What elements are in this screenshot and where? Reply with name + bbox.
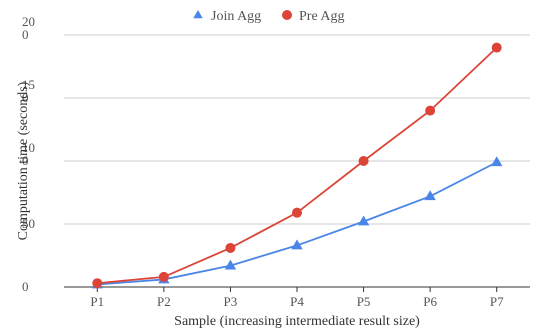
x-tick-label: P1 bbox=[90, 294, 104, 309]
data-point bbox=[92, 278, 103, 289]
y-tick-label: 20 0 bbox=[22, 14, 35, 42]
series-line bbox=[97, 161, 498, 286]
legend-label: Pre Agg bbox=[299, 9, 345, 24]
data-point bbox=[225, 242, 236, 253]
legend-item: Join Agg bbox=[193, 9, 261, 24]
x-tick-label: P6 bbox=[423, 294, 437, 309]
legend-circle-icon bbox=[282, 10, 292, 20]
y-tick-label: 10 0 bbox=[22, 140, 35, 168]
x-axis-title: Sample (increasing intermediate result s… bbox=[174, 314, 420, 329]
series-pre-agg bbox=[92, 42, 502, 289]
data-point bbox=[491, 156, 503, 167]
legend-triangle-icon bbox=[193, 10, 203, 19]
x-axis-ticks: P1 P2 P3 P4 P5 P6 P7 bbox=[90, 287, 504, 309]
data-point bbox=[292, 207, 302, 218]
data-point bbox=[224, 259, 237, 270]
y-tick-label-line: 0 bbox=[22, 153, 29, 168]
data-point bbox=[357, 215, 370, 226]
x-tick-label: P3 bbox=[224, 294, 238, 309]
y-tick-label-line: 0 bbox=[22, 279, 29, 294]
x-tick-label: P2 bbox=[157, 294, 171, 309]
series-group bbox=[91, 42, 503, 289]
x-tick-label: P5 bbox=[357, 294, 371, 309]
data-point bbox=[291, 239, 303, 250]
legend-item: Pre Agg bbox=[282, 9, 345, 24]
data-point bbox=[424, 190, 436, 201]
y-tick-label-line: 0 bbox=[22, 27, 29, 42]
y-tick-label-line: 20 bbox=[22, 14, 35, 29]
y-tick-label-line: 50 bbox=[22, 216, 35, 231]
data-point bbox=[491, 42, 502, 53]
y-tick-label: 0 bbox=[22, 279, 29, 294]
gridlines bbox=[64, 34, 530, 288]
y-tick-label: 50 bbox=[22, 216, 35, 231]
y-axis-title: Computation time (seconds) bbox=[16, 81, 31, 240]
data-point bbox=[425, 105, 436, 116]
series-join-agg bbox=[91, 156, 503, 289]
data-point bbox=[158, 271, 169, 282]
data-point bbox=[358, 156, 369, 166]
y-tick-label-line: 0 bbox=[22, 90, 29, 105]
y-tick-label: 15 0 bbox=[22, 77, 35, 105]
y-tick-label-line: 10 bbox=[22, 140, 35, 155]
legend: Join Agg Pre Agg bbox=[193, 9, 345, 24]
y-tick-label-line: 15 bbox=[22, 77, 35, 92]
x-tick-label: P4 bbox=[290, 294, 304, 309]
x-tick-label: P7 bbox=[490, 294, 504, 309]
legend-label: Join Agg bbox=[211, 9, 261, 24]
